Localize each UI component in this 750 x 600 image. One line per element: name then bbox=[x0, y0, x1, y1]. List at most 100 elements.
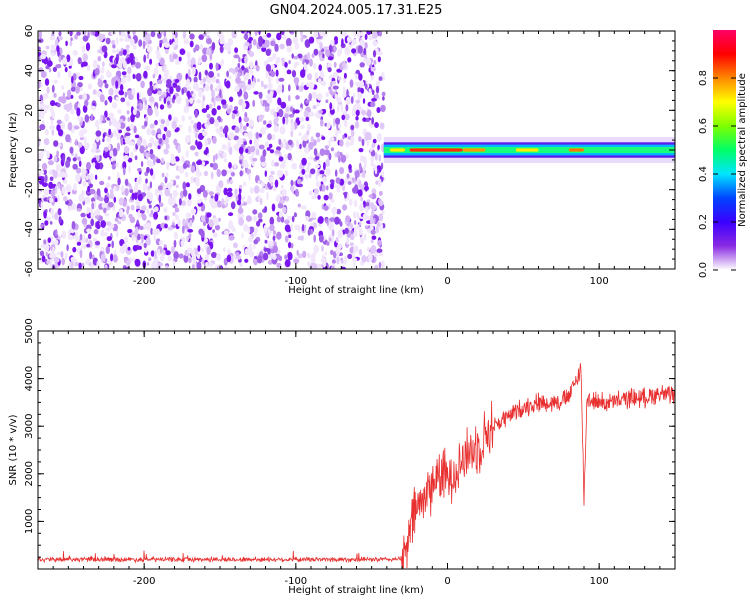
noise-speck bbox=[123, 146, 130, 154]
noise-speck bbox=[242, 125, 247, 131]
noise-speck bbox=[55, 38, 59, 48]
noise-speck bbox=[307, 162, 311, 167]
noise-speck bbox=[339, 178, 345, 186]
noise-speck bbox=[364, 42, 368, 49]
noise-speck bbox=[154, 188, 158, 196]
noise-speck bbox=[115, 96, 120, 102]
noise-speck bbox=[172, 94, 176, 100]
noise-speck bbox=[196, 99, 202, 104]
noise-speck bbox=[75, 138, 78, 146]
noise-speck bbox=[149, 123, 155, 129]
noise-speck bbox=[377, 51, 383, 56]
noise-speck bbox=[378, 76, 383, 81]
noise-speck bbox=[124, 136, 131, 145]
noise-speck bbox=[318, 64, 323, 71]
noise-speck bbox=[134, 134, 140, 139]
noise-speck bbox=[157, 90, 163, 96]
noise-speck bbox=[128, 213, 133, 219]
noise-speck bbox=[280, 184, 284, 189]
noise-speck bbox=[84, 99, 89, 107]
noise-speck bbox=[153, 233, 156, 242]
noise-speck bbox=[89, 188, 96, 195]
noise-speck bbox=[350, 242, 354, 247]
noise-speck bbox=[371, 117, 374, 125]
noise-speck bbox=[160, 251, 164, 260]
noise-speck bbox=[94, 67, 100, 76]
noise-speck bbox=[354, 220, 357, 225]
noise-speck bbox=[57, 183, 61, 189]
noise-speck bbox=[216, 200, 222, 208]
noise-speck bbox=[374, 122, 379, 128]
noise-speck bbox=[295, 95, 300, 100]
noise-speck bbox=[202, 95, 206, 102]
noise-speck bbox=[43, 188, 50, 196]
noise-speck bbox=[204, 84, 210, 92]
noise-speck bbox=[64, 252, 68, 260]
noise-speck bbox=[130, 113, 135, 123]
noise-speck bbox=[339, 167, 345, 175]
noise-speck bbox=[65, 184, 72, 193]
noise-speck bbox=[75, 85, 80, 94]
noise-speck bbox=[223, 266, 230, 269]
noise-speck bbox=[72, 157, 77, 162]
noise-speck bbox=[319, 42, 323, 50]
noise-speck bbox=[358, 248, 363, 256]
noise-speck bbox=[45, 45, 50, 50]
noise-speck bbox=[50, 119, 54, 125]
noise-speck bbox=[313, 188, 319, 195]
noise-speck bbox=[111, 163, 116, 170]
noise-speck bbox=[49, 176, 54, 182]
noise-speck bbox=[105, 227, 112, 232]
noise-speck bbox=[299, 107, 303, 113]
noise-speck bbox=[144, 121, 148, 127]
noise-speck bbox=[153, 211, 159, 220]
noise-speck bbox=[347, 57, 352, 63]
noise-speck bbox=[157, 145, 161, 150]
noise-speck bbox=[370, 75, 374, 81]
noise-speck bbox=[70, 128, 75, 134]
noise-speck bbox=[263, 120, 267, 125]
noise-speck bbox=[150, 227, 153, 235]
noise-speck bbox=[132, 73, 136, 80]
noise-speck bbox=[360, 236, 364, 245]
noise-speck bbox=[291, 163, 298, 170]
noise-speck bbox=[221, 204, 226, 209]
noise-speck bbox=[308, 81, 315, 90]
noise-speck bbox=[79, 233, 83, 241]
noise-speck bbox=[118, 90, 125, 96]
noise-speck bbox=[258, 218, 263, 223]
noise-speck bbox=[238, 56, 241, 63]
noise-speck bbox=[124, 236, 129, 244]
noise-speck bbox=[284, 254, 288, 260]
noise-speck bbox=[285, 37, 292, 47]
noise-speck bbox=[270, 70, 276, 78]
noise-speck bbox=[311, 195, 317, 200]
noise-speck bbox=[261, 46, 267, 53]
noise-speck bbox=[250, 81, 256, 88]
noise-speck bbox=[199, 43, 204, 51]
noise-speck bbox=[330, 249, 334, 256]
noise-speck bbox=[119, 57, 126, 64]
noise-speck bbox=[309, 262, 316, 269]
noise-speck bbox=[92, 59, 98, 68]
noise-speck bbox=[87, 31, 90, 39]
noise-speck bbox=[336, 248, 340, 256]
noise-speck bbox=[119, 208, 124, 218]
noise-speck bbox=[301, 205, 307, 210]
noise-speck bbox=[158, 194, 162, 204]
snr-frame bbox=[37, 330, 676, 570]
noise-speck bbox=[343, 72, 347, 79]
noise-speck bbox=[360, 87, 364, 94]
noise-speck bbox=[298, 85, 304, 92]
noise-speck bbox=[100, 220, 106, 228]
noise-speck bbox=[317, 78, 322, 84]
noise-speck bbox=[280, 216, 285, 223]
noise-speck bbox=[315, 172, 319, 181]
noise-speck bbox=[61, 230, 66, 239]
noise-speck bbox=[53, 256, 60, 263]
noise-speck bbox=[186, 51, 191, 60]
noise-speck bbox=[305, 210, 311, 219]
noise-speck bbox=[373, 59, 377, 65]
noise-speck bbox=[322, 53, 325, 59]
noise-speck bbox=[84, 196, 91, 204]
